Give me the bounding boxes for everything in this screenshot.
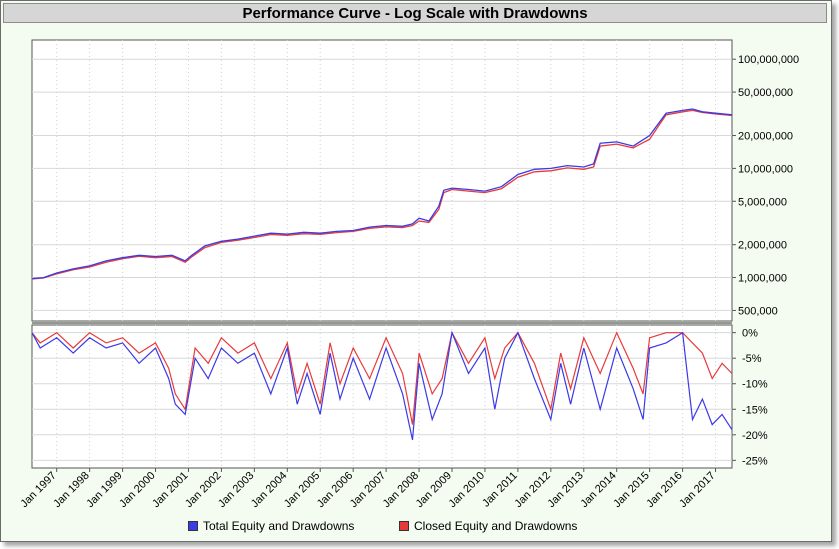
grid-lines bbox=[32, 40, 732, 468]
x-tick-label: Jan 2010 bbox=[447, 470, 487, 510]
drawdown-y-tick-label: -25% bbox=[742, 455, 768, 467]
drawdown-series-group bbox=[31, 330, 733, 441]
legend: Total Equity and Drawdowns Closed Equity… bbox=[0, 518, 832, 536]
equity-y-tick-label: 50,000,000 bbox=[738, 87, 793, 99]
equity-y-tick-label: 500,000 bbox=[738, 305, 778, 317]
legend-swatch-closed bbox=[399, 521, 409, 531]
equity-y-tick-label: 5,000,000 bbox=[738, 196, 787, 208]
drawdown-y-tick-label: -15% bbox=[742, 404, 768, 416]
drawdown-y-tick-label: -20% bbox=[742, 430, 768, 442]
total-drawdown-line bbox=[31, 330, 733, 441]
legend-swatch-total bbox=[188, 521, 198, 531]
legend-item-closed: Closed Equity and Drawdowns bbox=[399, 519, 577, 533]
equity-series-group bbox=[31, 108, 733, 280]
drawdown-y-tick-label: -10% bbox=[742, 379, 768, 391]
closed-drawdown-line bbox=[31, 330, 733, 425]
total-equity-line bbox=[31, 108, 733, 280]
y-tick-labels: 500,000 1,000,000 2,000,000 5,000,000 10,000… bbox=[732, 54, 799, 467]
legend-label-closed: Closed Equity and Drawdowns bbox=[414, 519, 578, 533]
equity-y-tick-label: 2,000,000 bbox=[738, 240, 787, 252]
closed-equity-line bbox=[31, 109, 733, 280]
chart-title: Performance Curve - Log Scale with Drawd… bbox=[3, 3, 827, 23]
equity-y-tick-label: 100,000,000 bbox=[738, 54, 799, 66]
equity-y-tick-label: 10,000,000 bbox=[738, 163, 793, 175]
equity-y-tick-label: 1,000,000 bbox=[738, 273, 787, 285]
legend-item-total: Total Equity and Drawdowns bbox=[188, 519, 354, 533]
drawdown-y-tick-label: 0% bbox=[742, 328, 758, 340]
equity-plot-area bbox=[31, 39, 733, 322]
x-tick-label: Jan 2017 bbox=[677, 470, 717, 510]
legend-label-total: Total Equity and Drawdowns bbox=[203, 519, 355, 533]
equity-y-tick-label: 20,000,000 bbox=[738, 131, 793, 143]
drawdown-y-tick-label: -5% bbox=[742, 353, 762, 365]
